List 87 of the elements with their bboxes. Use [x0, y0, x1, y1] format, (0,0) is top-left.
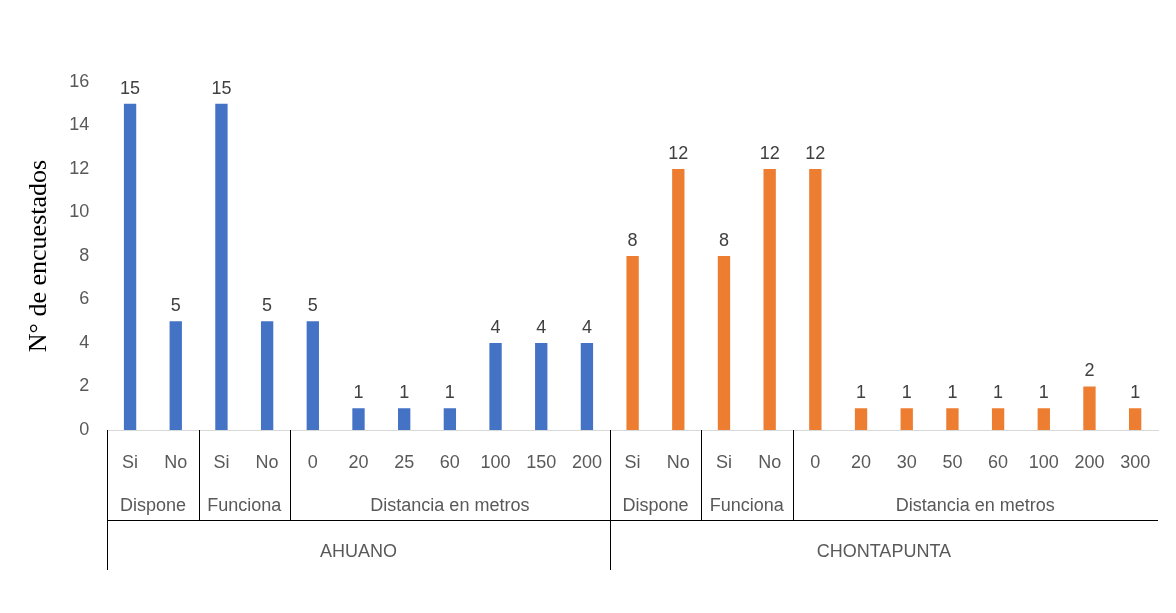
bar [1037, 408, 1050, 430]
data-label: 1 [399, 382, 410, 403]
x-tick-label: Si [715, 451, 732, 472]
text: Funciona [709, 494, 785, 515]
bar [489, 343, 502, 430]
x-tick-label: 200 [1074, 451, 1105, 472]
text: Funciona [207, 494, 283, 515]
text: Dispone [622, 494, 689, 515]
data-label: 4 [581, 316, 592, 337]
bar [626, 256, 639, 430]
bar [672, 169, 685, 430]
bar [352, 408, 365, 430]
data-label: 12 [805, 142, 826, 163]
bar [991, 408, 1005, 430]
x-tick-label: 30 [896, 451, 917, 472]
bar [215, 103, 228, 430]
y-tick-label: 8 [79, 244, 90, 265]
bar [1128, 408, 1142, 430]
bar [854, 408, 868, 430]
bar [443, 408, 457, 430]
x-tick-label: 60 [439, 451, 460, 472]
bar [169, 321, 182, 430]
data-label: 1 [856, 382, 867, 403]
bar [260, 321, 274, 430]
bar [900, 408, 913, 430]
bar [1083, 386, 1096, 430]
y-tick-label: 0 [79, 418, 90, 439]
text: CHONTAPUNTA [816, 540, 952, 561]
x-tick-label: 0 [810, 451, 821, 472]
text: Distancia en metros [370, 494, 530, 515]
x-tick-label: No [758, 451, 782, 472]
x-tick-label: 200 [571, 451, 602, 472]
text: Dispone [119, 494, 186, 515]
y-axis-title: N° de encuestados [23, 159, 53, 353]
bar [946, 408, 959, 430]
data-label: 4 [536, 316, 547, 337]
data-label: 4 [490, 316, 501, 337]
data-label: 1 [353, 382, 364, 403]
x-tick-label: 20 [348, 451, 369, 472]
data-label: 1 [993, 382, 1004, 403]
data-label: 1 [901, 382, 912, 403]
x-tick-label: Si [122, 451, 139, 472]
x-tick-label: 50 [942, 451, 963, 472]
data-label: 1 [1038, 382, 1049, 403]
x-tick-label: No [666, 451, 690, 472]
text: Distancia en metros [895, 494, 1055, 515]
y-tick-label: 14 [69, 114, 90, 135]
data-label: 15 [211, 77, 232, 98]
x-tick-label: Si [213, 451, 230, 472]
data-label: 15 [120, 77, 141, 98]
data-label: 12 [668, 142, 689, 163]
y-tick-label: 16 [69, 70, 90, 91]
x-tick-label: 300 [1120, 451, 1151, 472]
bar [123, 103, 137, 430]
x-tick-label: 100 [480, 451, 511, 472]
y-tick-label: 10 [69, 201, 90, 222]
bar [580, 343, 594, 430]
y-tick-label: 2 [79, 375, 90, 396]
x-tick-label: 25 [394, 451, 415, 472]
x-tick-label: 100 [1028, 451, 1059, 472]
x-tick-label: No [164, 451, 188, 472]
bar [809, 169, 822, 430]
data-label: 8 [718, 229, 729, 250]
data-label: 1 [1130, 382, 1141, 403]
data-label: 2 [1084, 360, 1095, 381]
y-tick-label: 6 [79, 288, 90, 309]
y-tick-label: 12 [69, 157, 90, 178]
x-tick-label: 150 [526, 451, 557, 472]
data-label: 1 [444, 382, 455, 403]
x-tick-label: 60 [988, 451, 1009, 472]
bar [763, 169, 776, 430]
x-tick-label: 0 [307, 451, 318, 472]
data-label: 5 [307, 295, 318, 316]
x-tick-label: 20 [851, 451, 872, 472]
text: AHUANO [319, 540, 397, 561]
bar [535, 343, 548, 430]
x-tick-label: No [255, 451, 279, 472]
data-label: 5 [170, 295, 181, 316]
bar [717, 256, 731, 430]
data-label: 1 [947, 382, 958, 403]
data-label: 5 [262, 295, 273, 316]
data-label: 12 [759, 142, 780, 163]
bar [306, 321, 319, 430]
x-tick-label: Si [624, 451, 641, 472]
data-label: 8 [627, 229, 638, 250]
y-tick-label: 4 [79, 331, 90, 352]
bar [398, 408, 411, 430]
